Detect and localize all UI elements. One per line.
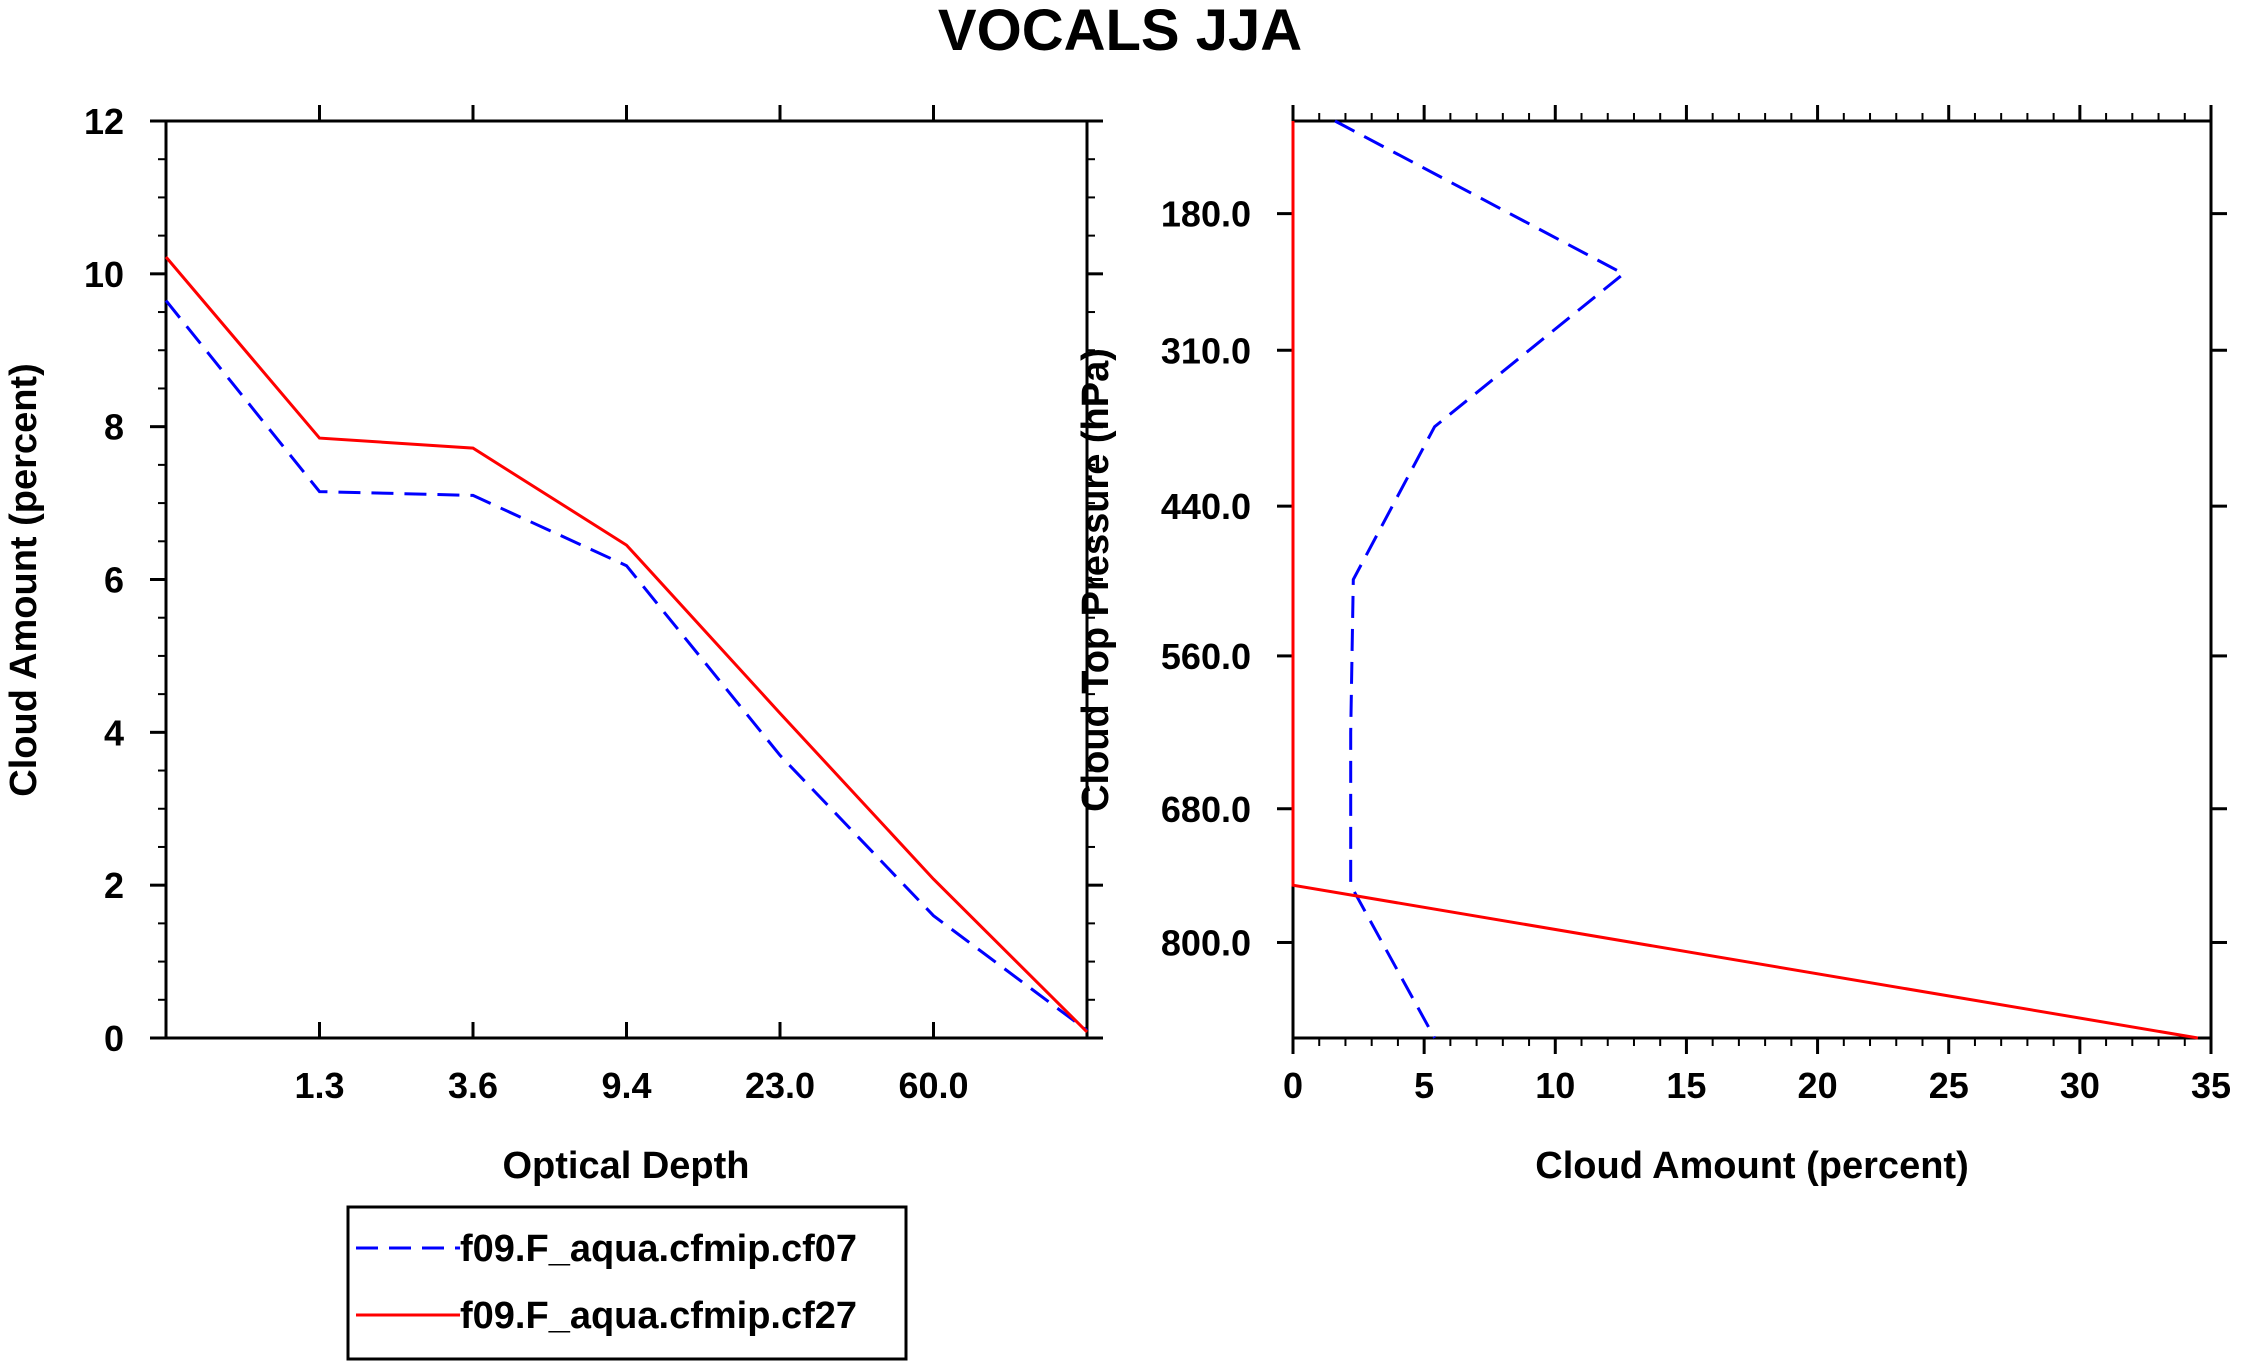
y-tick-label: 4: [104, 712, 124, 753]
left-panel: 1.3 3.6 9.4 23.0 60.0 0 2 4 6 8 10 12 Optical Depth…: [3, 101, 1103, 1187]
y-tick-label: 12: [84, 101, 124, 142]
right-series: [1291, 119, 2199, 1040]
y-tick-label: 180.0: [1161, 194, 1251, 235]
x-tick-label: 25: [1929, 1065, 1969, 1106]
y-tick-label: 10: [84, 254, 124, 295]
left-xlabel: Optical Depth: [502, 1145, 749, 1187]
x-tick-label: 9.4: [601, 1065, 651, 1106]
y-tick-label: 6: [104, 560, 124, 601]
x-tick-label: 23.0: [745, 1065, 815, 1106]
series-line: [164, 256, 1089, 1033]
x-tick-label: 10: [1535, 1065, 1575, 1106]
y-tick-label: 2: [104, 865, 124, 906]
x-tick-label: 30: [2060, 1065, 2100, 1106]
series-line: [164, 299, 1088, 1032]
legend-box: [346, 1205, 908, 1361]
x-tick-label: 60.0: [898, 1065, 968, 1106]
y-tick-label: 560.0: [1161, 636, 1251, 677]
chart-title: VOCALS JJA: [938, 0, 1302, 63]
left-ticks: 1.3 3.6 9.4 23.0 60.0 0 2 4 6 8 10 12: [84, 101, 1103, 1106]
x-tick-label: 35: [2191, 1065, 2231, 1106]
right-ylabel: Cloud Top Pressure (hPa): [1075, 348, 1117, 812]
right-ticks: 0 5 10 15 20 25 30 35 180.0 310.0 440.0 560.0 680.0 8…: [1161, 105, 2231, 1106]
left-series: [164, 256, 1089, 1033]
series-line: [1334, 119, 1627, 1039]
legend-entry: f09.F_aqua.cfmip.cf07: [356, 1228, 857, 1270]
x-tick-label: 15: [1666, 1065, 1706, 1106]
left-ylabel: Cloud Amount (percent): [3, 363, 45, 796]
right-plot-frame: [1291, 119, 2213, 1040]
legend: f09.F_aqua.cfmip.cf07 f09.F_aqua.cfmip.c…: [346, 1205, 908, 1361]
x-tick-label: 0: [1283, 1065, 1303, 1106]
right-xlabel: Cloud Amount (percent): [1535, 1145, 1968, 1187]
series-line: [1291, 121, 2199, 1040]
y-tick-label: 310.0: [1161, 330, 1251, 371]
y-tick-label: 800.0: [1161, 922, 1251, 963]
legend-label: f09.F_aqua.cfmip.cf27: [460, 1295, 857, 1337]
x-tick-label: 3.6: [448, 1065, 498, 1106]
left-plot-frame: [164, 119, 1089, 1040]
right-panel: 0 5 10 15 20 25 30 35 180.0 310.0 440.0 560.0 680.0 8…: [1075, 105, 2231, 1187]
legend-label: f09.F_aqua.cfmip.cf07: [460, 1228, 857, 1270]
y-tick-label: 680.0: [1161, 789, 1251, 830]
x-tick-label: 1.3: [294, 1065, 344, 1106]
x-tick-label: 20: [1798, 1065, 1838, 1106]
y-tick-label: 8: [104, 407, 124, 448]
y-tick-label: 440.0: [1161, 486, 1251, 527]
y-tick-label: 0: [104, 1018, 124, 1059]
x-tick-label: 5: [1414, 1065, 1434, 1106]
legend-entry: f09.F_aqua.cfmip.cf27: [356, 1295, 857, 1337]
